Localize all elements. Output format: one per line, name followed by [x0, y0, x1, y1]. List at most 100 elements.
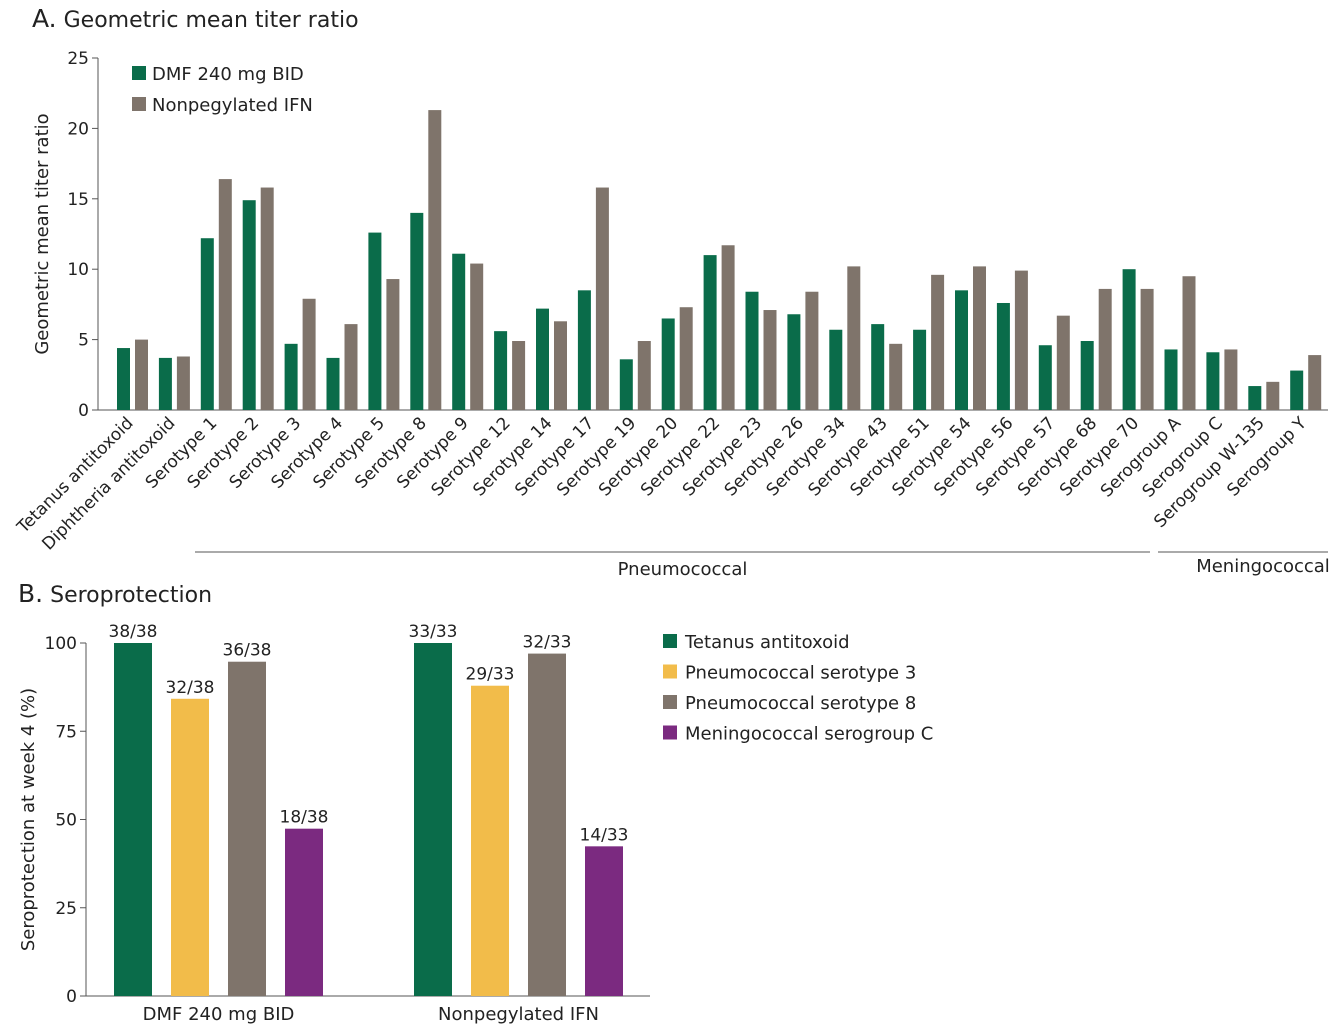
bar-dmf-240-mg-bid-serotype-8	[410, 212, 424, 410]
bar-dmf-240-mg-bid-serotype-57	[1038, 345, 1052, 410]
legend-label-tetanus-antitoxoid: Tetanus antitoxoid	[684, 632, 850, 653]
legend-label-pneumococcal-serotype-3: Pneumococcal serotype 3	[685, 663, 916, 684]
y-tick-label: 20	[67, 119, 89, 139]
panel-b-title-text: Seroprotection	[50, 583, 213, 608]
data-label-pneumococcal-serotype-3-dmf-240-mg-bid: 32/38	[166, 678, 215, 698]
bar-dmf-240-mg-bid-serogroup-w-135	[1248, 386, 1262, 410]
y-tick-label-b: 25	[55, 899, 77, 919]
bar-nonpegylated-ifn-serogroup-c	[1224, 349, 1238, 410]
bar-dmf-240-mg-bid-serotype-4	[326, 357, 340, 410]
legend-swatch-pneumococcal-serotype-8	[663, 695, 677, 709]
bar-pneumococcal-serotype-3-dmf-240-mg-bid	[171, 698, 209, 996]
bar-dmf-240-mg-bid-serogroup-a	[1164, 349, 1178, 410]
bar-nonpegylated-ifn-serotype-1	[218, 179, 232, 410]
legend-swatch-nonpegylated-ifn	[132, 97, 146, 111]
y-tick-label-b: 0	[66, 987, 77, 1007]
bar-dmf-240-mg-bid-serotype-14	[536, 308, 549, 410]
legend-label-nonpegylated-ifn: Nonpegylated IFN	[152, 95, 313, 116]
bar-dmf-240-mg-bid-tetanus-antitoxoid	[117, 348, 130, 410]
legend-label-meningococcal-serogroup-c: Meningococcal serogroup C	[685, 724, 933, 745]
bar-dmf-240-mg-bid-serotype-22	[703, 255, 717, 410]
bar-dmf-240-mg-bid-serotype-54	[955, 290, 968, 410]
bar-dmf-240-mg-bid-serotype-20	[661, 318, 675, 410]
bar-nonpegylated-ifn-serotype-54	[973, 266, 986, 410]
x-category-label-nonpegylated-ifn: Nonpegylated IFN	[438, 1004, 599, 1025]
bar-dmf-240-mg-bid-serotype-23	[745, 291, 759, 410]
bar-nonpegylated-ifn-serotype-9	[470, 263, 484, 410]
y-tick-label: 25	[67, 49, 89, 69]
y-axis-label: Geometric mean titer ratio	[32, 113, 53, 354]
bar-nonpegylated-ifn-serotype-5	[386, 279, 400, 410]
bar-dmf-240-mg-bid-serotype-17	[577, 290, 591, 410]
bar-nonpegylated-ifn-serotype-4	[344, 324, 358, 410]
panel-a-letter: A.	[32, 4, 57, 33]
data-label-pneumococcal-serotype-3-nonpegylated-ifn: 29/33	[466, 665, 515, 685]
bar-nonpegylated-ifn-serotype-22	[721, 245, 735, 410]
bar-nonpegylated-ifn-serotype-12	[512, 341, 526, 410]
bar-nonpegylated-ifn-serogroup-w-135	[1266, 381, 1280, 410]
legend-swatch-meningococcal-serogroup-c	[663, 725, 677, 740]
bar-nonpegylated-ifn-serotype-68	[1098, 288, 1112, 410]
y-tick-label: 15	[67, 190, 89, 210]
bar-nonpegylated-ifn-serotype-34	[847, 266, 861, 410]
legend-label-dmf-240-mg-bid: DMF 240 mg BID	[152, 64, 304, 85]
bar-nonpegylated-ifn-serotype-70	[1140, 288, 1154, 410]
bar-dmf-240-mg-bid-serogroup-c	[1206, 352, 1220, 410]
bar-dmf-240-mg-bid-serotype-51	[913, 329, 927, 410]
bar-nonpegylated-ifn-serotype-57	[1056, 315, 1070, 410]
bar-tetanus-antitoxoid-dmf-240-mg-bid	[114, 643, 152, 996]
y-tick-label: 10	[67, 260, 89, 280]
bar-nonpegylated-ifn-serotype-17	[595, 187, 609, 410]
bar-nonpegylated-ifn-serotype-20	[679, 307, 693, 410]
bar-nonpegylated-ifn-serotype-14	[554, 321, 567, 410]
bar-dmf-240-mg-bid-serotype-2	[242, 200, 256, 410]
bar-nonpegylated-ifn-serogroup-y	[1308, 355, 1322, 410]
bar-nonpegylated-ifn-serotype-43	[889, 343, 903, 410]
bar-meningococcal-serogroup-c-dmf-240-mg-bid	[285, 828, 323, 996]
data-label-pneumococcal-serotype-8-nonpegylated-ifn: 32/33	[523, 633, 572, 653]
bar-nonpegylated-ifn-serogroup-a	[1182, 276, 1196, 410]
bar-dmf-240-mg-bid-serotype-43	[871, 324, 885, 410]
panel-b-title: B. Seroprotection	[18, 579, 212, 608]
panel-b-letter: B.	[18, 579, 44, 608]
bar-nonpegylated-ifn-serotype-56	[1014, 270, 1028, 410]
data-label-meningococcal-serogroup-c-dmf-240-mg-bid: 18/38	[280, 808, 329, 828]
bar-dmf-240-mg-bid-serotype-68	[1080, 341, 1094, 410]
legend-swatch-tetanus-antitoxoid	[663, 634, 677, 648]
data-label-pneumococcal-serotype-8-dmf-240-mg-bid: 36/38	[223, 641, 272, 661]
data-label-meningococcal-serogroup-c-nonpegylated-ifn: 14/33	[580, 825, 629, 845]
y-tick-label-b: 100	[45, 634, 77, 654]
bar-nonpegylated-ifn-serotype-2	[260, 187, 274, 410]
bar-meningococcal-serogroup-c-nonpegylated-ifn	[585, 846, 623, 996]
y-tick-label: 5	[78, 331, 89, 351]
data-label-tetanus-antitoxoid-dmf-240-mg-bid: 38/38	[109, 622, 158, 642]
bar-dmf-240-mg-bid-serotype-34	[829, 329, 843, 410]
group-label-meningococcal: Meningococcal	[1196, 556, 1330, 577]
data-label-tetanus-antitoxoid-nonpegylated-ifn: 33/33	[409, 622, 458, 642]
panel-a-title-text: Geometric mean titer ratio	[63, 8, 359, 33]
y-tick-label-b: 75	[55, 722, 77, 742]
y-axis-label-b: Seroprotection at week 4 (%)	[18, 688, 39, 951]
bar-dmf-240-mg-bid-serotype-1	[200, 238, 214, 410]
bar-nonpegylated-ifn-serotype-23	[763, 310, 777, 410]
legend-label-pneumococcal-serotype-8: Pneumococcal serotype 8	[685, 693, 916, 714]
bar-tetanus-antitoxoid-nonpegylated-ifn	[414, 643, 452, 996]
legend-swatch-dmf-240-mg-bid	[132, 66, 146, 80]
bar-dmf-240-mg-bid-serotype-9	[452, 253, 466, 410]
bar-nonpegylated-ifn-serotype-3	[302, 298, 316, 410]
bar-dmf-240-mg-bid-serotype-70	[1122, 269, 1136, 410]
bar-dmf-240-mg-bid-serotype-12	[494, 331, 508, 410]
bar-dmf-240-mg-bid-serotype-5	[368, 232, 382, 410]
bar-dmf-240-mg-bid-serotype-26	[787, 314, 801, 410]
y-tick-label-b: 50	[55, 811, 77, 831]
x-category-label-dmf-240-mg-bid: DMF 240 mg BID	[143, 1004, 295, 1025]
bar-dmf-240-mg-bid-diphtheria-antitoxoid	[158, 357, 172, 410]
bar-nonpegylated-ifn-serotype-19	[637, 341, 651, 410]
bar-dmf-240-mg-bid-serogroup-y	[1290, 370, 1304, 410]
group-label-pneumococcal: Pneumococcal	[618, 559, 748, 580]
bar-nonpegylated-ifn-serotype-51	[931, 274, 945, 410]
bar-dmf-240-mg-bid-serotype-19	[619, 359, 633, 410]
bar-nonpegylated-ifn-serotype-8	[428, 110, 442, 410]
